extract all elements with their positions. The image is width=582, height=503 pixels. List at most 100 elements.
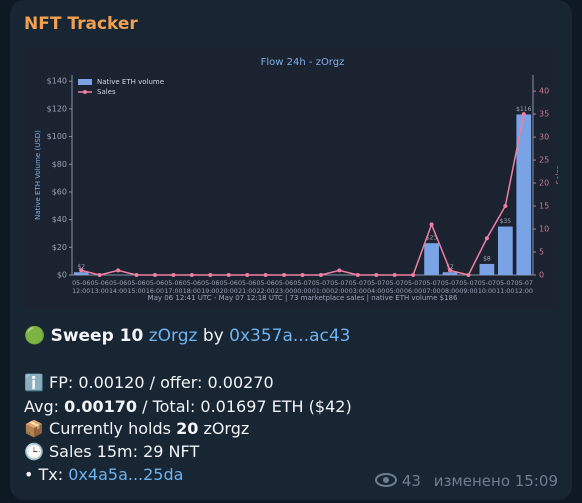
x-tick-label: 05-07 12:00	[515, 280, 533, 295]
header-title: NFT Tracker	[24, 14, 138, 34]
line	[81, 113, 525, 276]
x-tick-label: 05-07 00:00	[293, 280, 311, 295]
y2-tick-label: 15	[539, 202, 549, 211]
point	[466, 273, 471, 277]
x-tick-label: 05-07 07:00	[422, 280, 440, 295]
y2-tick-label: 40	[539, 87, 549, 96]
y-tick-label: $60	[52, 187, 67, 196]
x-tick-label: 05-06 12:00	[72, 280, 90, 295]
y2-tick-label: 25	[539, 156, 549, 165]
tx-line: • Tx: 0x4a5a...25da	[24, 465, 183, 484]
x-tick-label: 05-06 14:00	[109, 280, 127, 295]
avg-line: Avg: 0.00170 / Total: 0.01697 ETH ($42)	[24, 397, 352, 416]
point	[521, 112, 526, 117]
x-tick-label: 05-07 02:00	[330, 280, 348, 295]
y2-tick-label: 20	[539, 179, 549, 188]
holds-collection: zOrgz	[203, 419, 250, 438]
x-tick-label: 05-06 22:00	[256, 280, 274, 295]
point	[134, 273, 139, 277]
point	[208, 273, 213, 277]
x-tick-label: 05-06 19:00	[201, 280, 219, 295]
floor-line: ℹ️ FP: 0.00120 / offer: 0.00270	[24, 373, 274, 392]
y2-tick-label: 5	[539, 248, 544, 257]
y-tick-label: $140	[47, 77, 67, 86]
tx-link[interactable]: 0x4a5a...25da	[68, 465, 184, 484]
chart-title: Flow 24h - zOrgz	[261, 57, 345, 68]
x-tick-label: 05-07 01:00	[312, 280, 330, 295]
tx-label: • Tx:	[24, 465, 64, 484]
x-tick-label: 05-07 04:00	[367, 280, 385, 295]
y-tick-label: $120	[47, 104, 67, 113]
y2-tick-label: 10	[539, 225, 549, 234]
message-bubble: NFT Tracker Flow 24h - zOrgz $0 $20 $40 $60 $…	[10, 0, 572, 500]
point	[79, 268, 84, 273]
point	[97, 273, 102, 277]
point	[355, 273, 360, 277]
x-tick-label: 05-07 11:00	[496, 280, 514, 295]
views-icon	[375, 473, 398, 487]
avg-value: 0.00170	[64, 397, 137, 416]
legend-swatch	[83, 90, 87, 94]
y-tick-label: $20	[52, 243, 67, 252]
bar	[73, 272, 89, 275]
x-tick-label: 05-07 06:00	[404, 280, 422, 295]
avg-rest: / Total: 0.01697 ETH ($42)	[142, 397, 352, 416]
bar-value-label: $2	[77, 264, 85, 271]
x-tick-label: 05-06 16:00	[146, 280, 164, 295]
x-tick-label: 05-06 18:00	[183, 280, 201, 295]
action: Sweep 10	[50, 326, 144, 346]
x-tick-label: 05-07 10:00	[478, 280, 496, 295]
y-tick-label: $0	[57, 271, 67, 280]
x-tick-label: 05-06 15:00	[127, 280, 145, 295]
bar-value-label: $116	[516, 106, 531, 113]
chart: Flow 24h - zOrgz$0$20$40$60$80$100$120$1…	[24, 48, 558, 310]
bar-value-label: $2	[446, 264, 454, 271]
x-tick-label: 05-07 03:00	[349, 280, 367, 295]
legend-label: Sales	[97, 88, 116, 96]
avg-label: Avg:	[24, 397, 60, 416]
point	[300, 273, 305, 277]
point	[374, 273, 379, 277]
holds-text: Currently holds	[49, 419, 171, 438]
bar	[516, 114, 532, 275]
y2-tick-label: 30	[539, 133, 549, 142]
bar-value-label: $23	[426, 235, 438, 242]
by: by	[202, 326, 224, 346]
holds-count: 20	[176, 419, 199, 438]
y-tick-label: $80	[52, 160, 67, 169]
bar-value-label: $35	[500, 218, 512, 225]
point	[318, 273, 323, 277]
bar	[497, 226, 513, 275]
floor-text: FP: 0.00120 / offer: 0.00270	[49, 373, 274, 392]
sales-text: Sales 15m: 29 NFT	[49, 442, 200, 461]
collection-link[interactable]: zOrgz	[148, 326, 198, 346]
legend-label: Native ETH volume	[97, 78, 164, 86]
x-tick-label: 05-07 09:00	[459, 280, 477, 295]
x-tick-label: 05-06 20:00	[220, 280, 238, 295]
views: 43	[401, 472, 421, 490]
icon: 🟢	[24, 326, 46, 346]
x-tick-label: 05-06 23:00	[275, 280, 293, 295]
y2-tick-label: 0	[539, 271, 544, 280]
y2-tick-label: 35	[539, 110, 549, 119]
legend-swatch	[78, 79, 92, 85]
point	[337, 268, 342, 273]
bar	[424, 243, 439, 275]
bar-value-label: $8	[483, 255, 491, 262]
bar	[479, 263, 495, 275]
x-tick-label: 05-07 05:00	[386, 280, 404, 295]
point	[226, 273, 231, 277]
edited: изменено 15:09	[433, 472, 558, 490]
x-tick-label: 05-06 17:00	[164, 280, 182, 295]
point	[171, 273, 176, 277]
point	[448, 268, 453, 273]
point	[282, 273, 287, 277]
point	[245, 273, 250, 277]
buyer-link[interactable]: 0x357a...ac43	[229, 326, 351, 346]
icon: 🕒	[24, 442, 44, 461]
x-tick-label: 05-06 21:00	[238, 280, 256, 295]
sales-line: 🕒 Sales 15m: 29 NFT	[24, 442, 199, 461]
x-axis-label: May 06 12:41 UTC - May 07 12:18 UTC | 73…	[148, 294, 458, 302]
point	[392, 273, 397, 277]
